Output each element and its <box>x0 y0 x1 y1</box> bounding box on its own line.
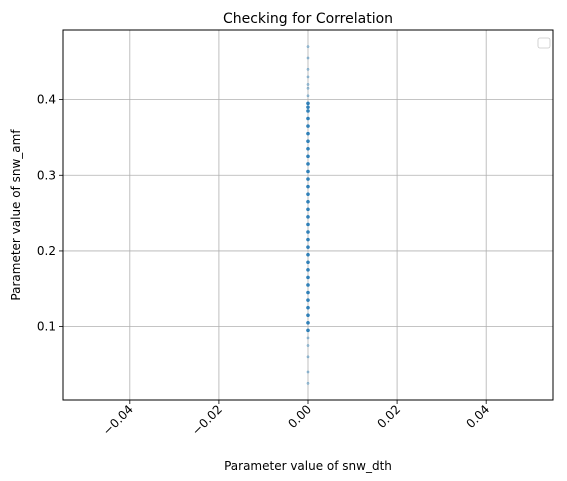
y-tick-label: 0.4 <box>37 93 56 107</box>
scatter-point <box>306 230 310 234</box>
scatter-point <box>306 207 310 212</box>
scatter-point <box>306 355 310 359</box>
y-tick-label: 0.2 <box>37 244 56 258</box>
scatter-point <box>306 313 310 318</box>
x-axis-label: Parameter value of snw_dth <box>224 459 392 473</box>
scatter-point <box>306 199 310 204</box>
scatter-point <box>306 381 310 385</box>
scatter-point <box>306 177 310 181</box>
scatter-point <box>306 192 310 197</box>
scatter-point <box>306 252 310 257</box>
x-tick-label: −0.02 <box>189 402 225 438</box>
scatter-point <box>306 237 310 242</box>
scatter-point <box>306 67 310 71</box>
y-axis-ticks: 0.1 0.2 0.3 0.4 <box>37 93 63 334</box>
scatter-point <box>306 370 310 374</box>
scatter-point <box>306 283 310 287</box>
scatter-point <box>306 146 310 151</box>
scatter-point <box>306 162 310 166</box>
scatter-point <box>306 298 310 302</box>
scatter-point <box>306 116 310 121</box>
x-tick-label: 0.04 <box>464 402 493 431</box>
scatter-point <box>306 154 310 159</box>
grid-lines <box>63 30 553 400</box>
x-tick-label: −0.04 <box>100 402 136 438</box>
scatter-point <box>306 86 310 90</box>
scatter-point <box>306 305 310 310</box>
scatter-point <box>306 320 310 325</box>
scatter-point <box>306 260 310 265</box>
y-axis-label: Parameter value of snw_amf <box>9 129 23 301</box>
scatter-point <box>306 215 310 219</box>
y-tick-label: 0.3 <box>37 168 56 182</box>
scatter-point <box>306 45 310 49</box>
scatter-point <box>306 328 310 333</box>
scatter-point <box>306 56 310 60</box>
x-tick-label: 0.02 <box>374 402 403 431</box>
scatter-point <box>306 101 310 106</box>
x-axis-ticks: −0.04 −0.02 0.00 0.02 0.04 <box>100 400 492 438</box>
scatter-point <box>306 336 310 340</box>
scatter-point <box>306 245 310 250</box>
scatter-point <box>306 105 310 110</box>
scatter-point <box>306 124 310 128</box>
scatter-point <box>306 83 310 86</box>
scatter-point <box>306 184 310 189</box>
scatter-point <box>306 222 310 227</box>
y-tick-label: 0.1 <box>37 320 56 334</box>
data-points <box>306 45 310 385</box>
scatter-point <box>306 75 310 79</box>
legend-box <box>537 37 551 49</box>
scatter-point <box>306 131 310 136</box>
scatter-point <box>306 268 310 272</box>
scatter-point <box>306 275 310 280</box>
x-tick-label: 0.00 <box>285 402 314 431</box>
scatter-point <box>306 139 310 144</box>
scatter-point <box>306 94 310 98</box>
scatter-point <box>306 169 310 174</box>
scatter-point <box>306 109 310 113</box>
chart-title: Checking for Correlation <box>223 11 393 27</box>
scatter-point <box>306 344 310 347</box>
scatter-point <box>306 290 310 295</box>
